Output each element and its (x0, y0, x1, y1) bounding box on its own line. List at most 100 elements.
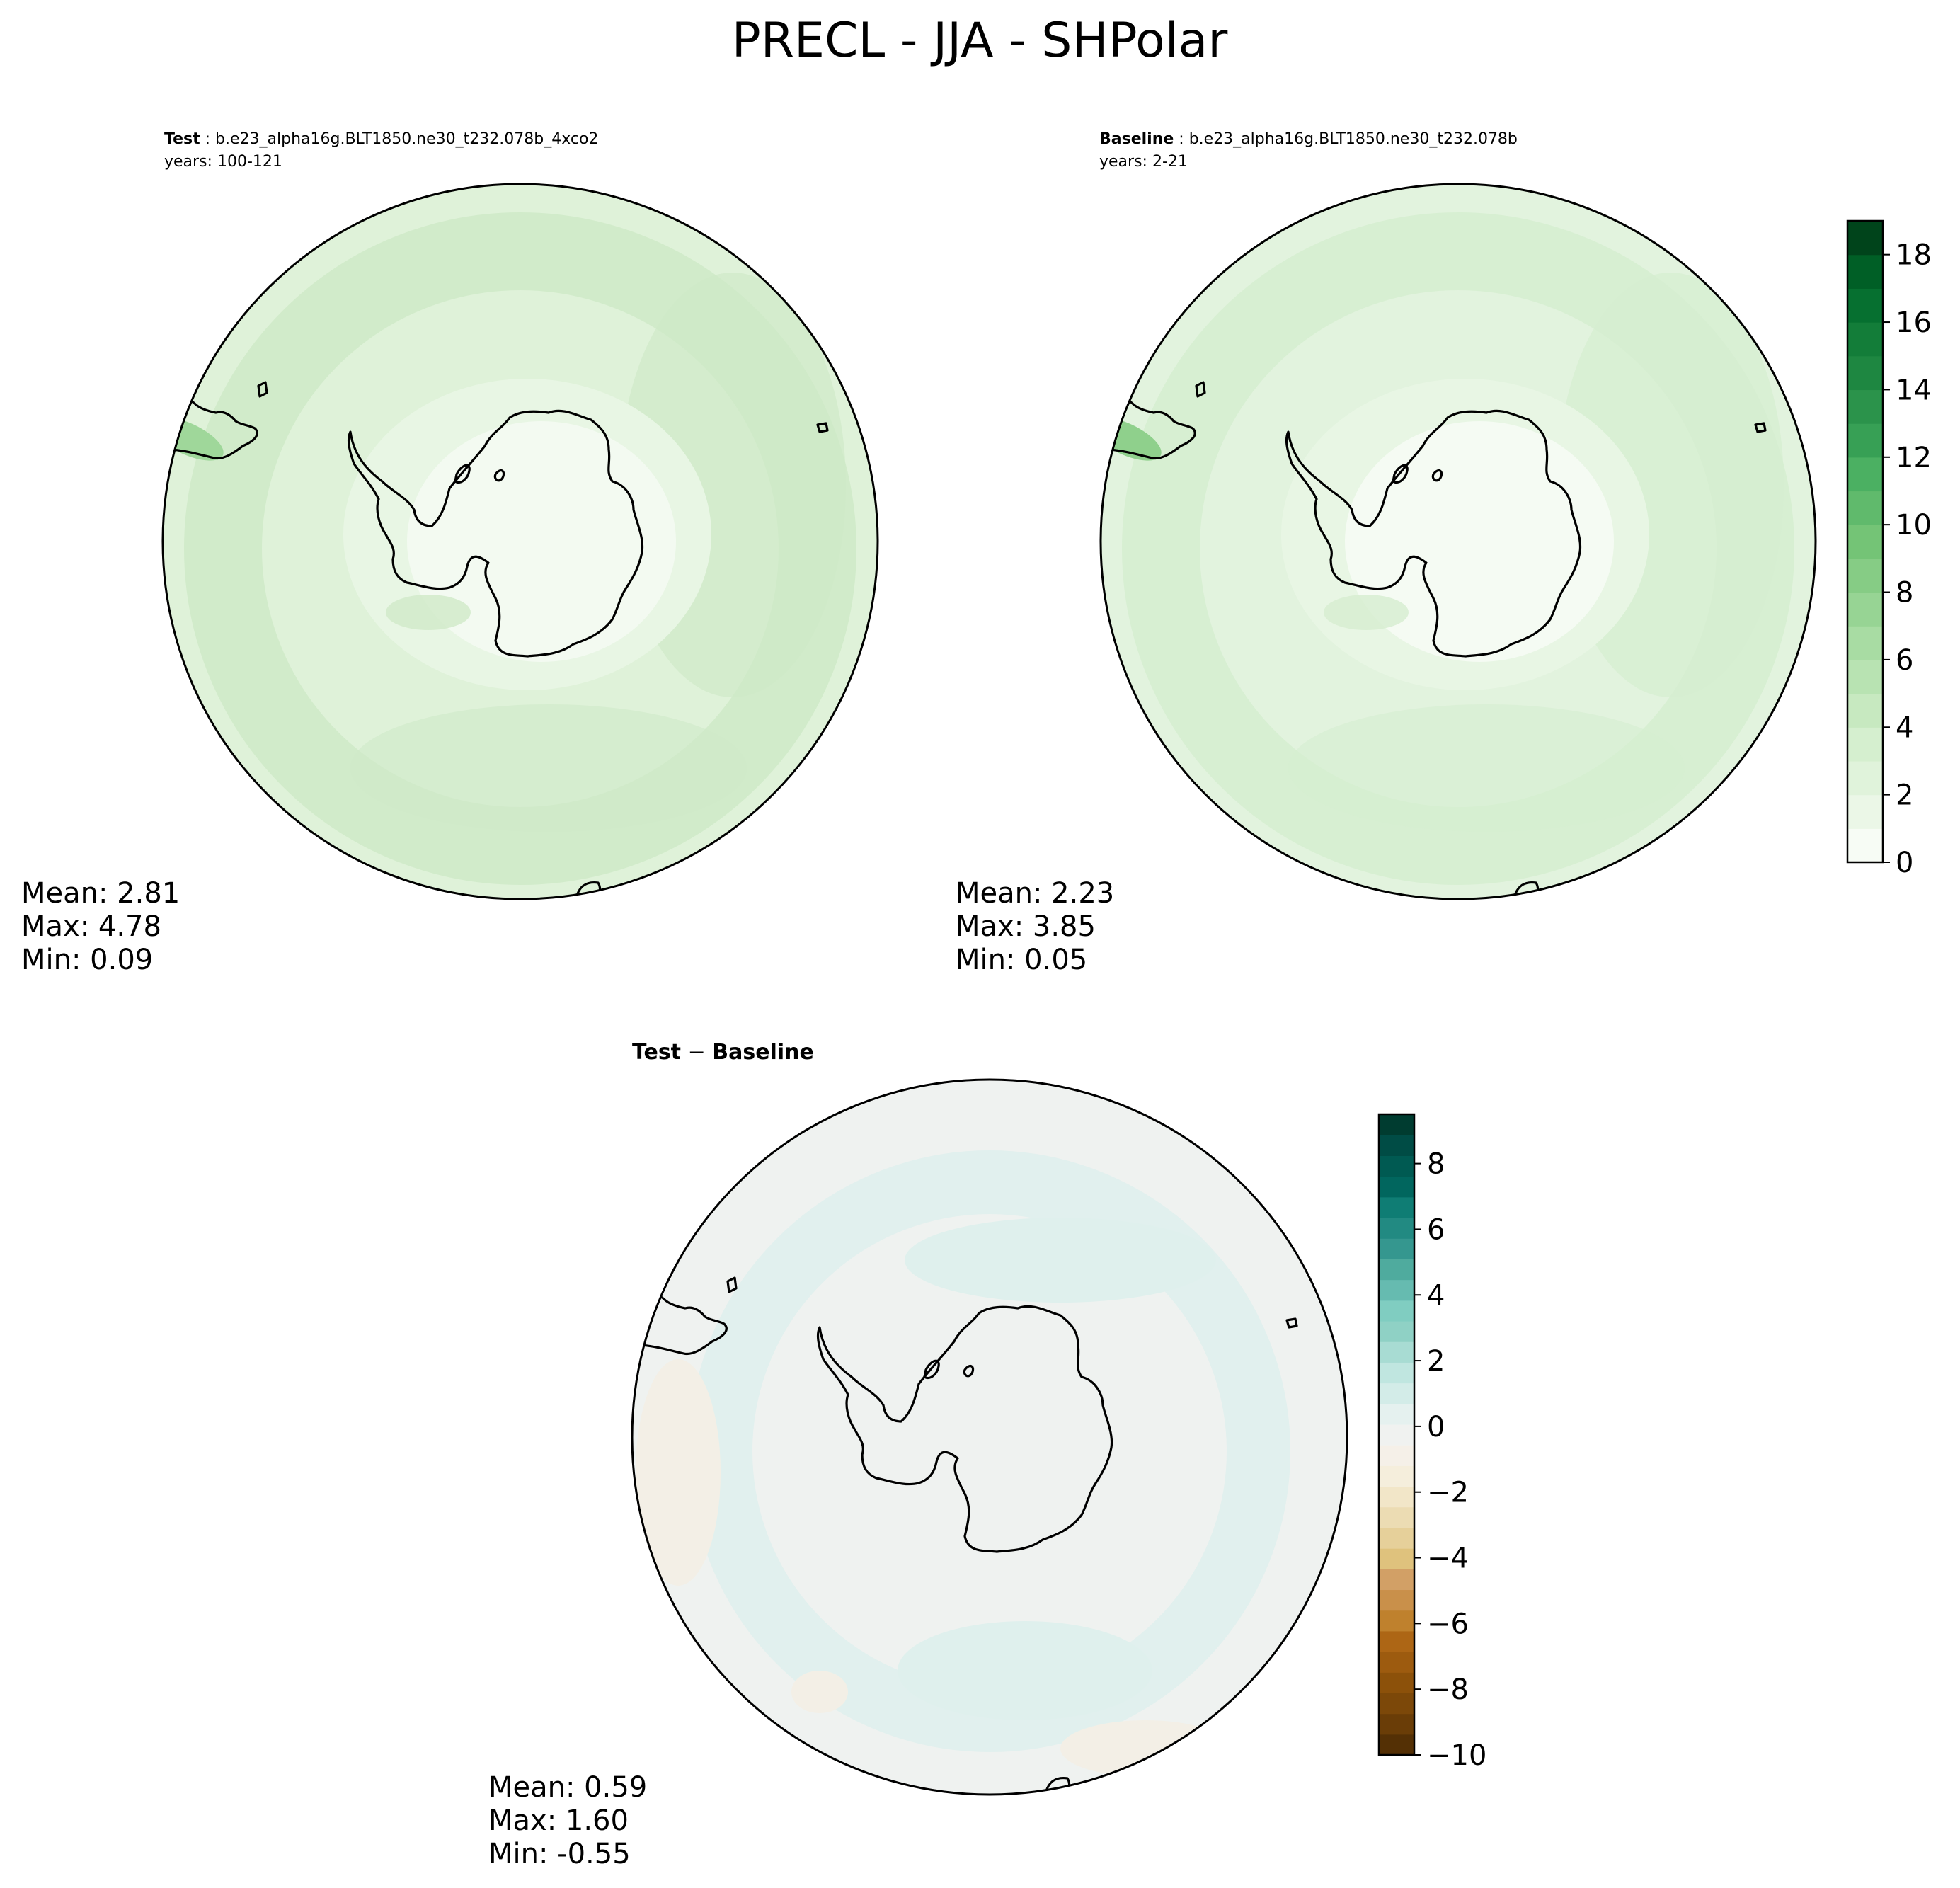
colorbar-segment (1847, 491, 1883, 525)
colorbar-segment (1379, 1734, 1414, 1756)
precip-region (1345, 421, 1614, 662)
stats-mean-2: Mean: 2.23 (956, 877, 1114, 910)
colorbar-segment (1379, 1135, 1414, 1156)
colorbar-segment (1379, 1383, 1414, 1404)
stats-max-3: Max: 1.60 (488, 1804, 629, 1837)
stats-mean-3: Mean: 0.59 (488, 1771, 647, 1804)
colorbar-segment (1379, 1362, 1414, 1384)
colorbar-segment (1847, 828, 1883, 863)
colorbar-segment (1379, 1569, 1414, 1591)
colorbar-segment (1379, 1589, 1414, 1611)
colorbar-tick-label: 2 (1427, 1345, 1445, 1378)
colorbar-segment (1379, 1259, 1414, 1281)
colorbar-segment (1847, 322, 1883, 357)
stats-mean-1: Mean: 2.81 (21, 877, 180, 910)
colorbar-tick-label: 8 (1427, 1148, 1445, 1181)
colorbar-diff: −10 −8 −6 −4 −2 0 2 4 6 8 (1377, 1113, 1486, 1772)
map-field (632, 1080, 1347, 1795)
colorbar-segment (1847, 355, 1883, 391)
colorbar-segment (1847, 693, 1883, 728)
test-case-label: Test : b.e23_alpha16g.BLT1850.ne30_t232.… (164, 130, 598, 148)
colorbar-tick-label: −6 (1427, 1608, 1469, 1640)
figure-title: PRECL - JJA - SHPolar (732, 13, 1228, 69)
colorbar-segment (1847, 221, 1883, 256)
kerguelen-coastline (1285, 1317, 1298, 1329)
colorbar-segment (1847, 457, 1883, 492)
colorbar-frame (1377, 1113, 1416, 1756)
colorbar-segment (1847, 389, 1883, 424)
colorbar-segment (1847, 626, 1883, 660)
precip-region (407, 421, 676, 662)
south-america-coastline (635, 1291, 728, 1356)
colorbar-tick-label: 2 (1896, 779, 1913, 812)
colorbar-segment (1847, 592, 1883, 627)
diff-negative (791, 1671, 848, 1713)
falklands-coastline (1195, 381, 1206, 398)
test-years-label: years: 100-121 (164, 153, 282, 171)
map-panel-3 (631, 1078, 1348, 1796)
colorbar-segment (1379, 1238, 1414, 1259)
precip-region (386, 595, 471, 630)
precip-region (350, 704, 747, 832)
colorbar-tick-label: 6 (1896, 644, 1913, 677)
colorbar-segment (1379, 1424, 1414, 1446)
south-america-coastline (166, 395, 258, 460)
colorbar-segment (1379, 1445, 1414, 1466)
colorbar-segment (1847, 423, 1883, 458)
colorbar-tick-label: −8 (1427, 1674, 1469, 1706)
colorbar-tick-label: 8 (1896, 577, 1913, 610)
colorbar-tick-label: 4 (1896, 711, 1913, 744)
colorbar-tick-label: 4 (1427, 1279, 1445, 1312)
colorbar-segment (1379, 1486, 1414, 1508)
colorbar-segment (1379, 1672, 1414, 1694)
colorbar-segment (1379, 1300, 1414, 1322)
colorbar-tick-label: 18 (1896, 239, 1932, 272)
colorbar-segment (1379, 1652, 1414, 1673)
colorbar-tick-label: 10 (1896, 509, 1932, 542)
colorbar-segment (1379, 1630, 1414, 1652)
diff-positive (898, 1621, 1152, 1720)
map-panel-2 (1099, 183, 1817, 900)
colorbar-segment (1847, 254, 1883, 289)
colorbar-segment (1379, 1403, 1414, 1425)
colorbar-segment (1847, 525, 1883, 559)
colorbar-segment (1847, 794, 1883, 829)
colorbar-segment (1847, 558, 1883, 593)
colorbar-segment (1379, 1320, 1414, 1342)
diff-positive (905, 1218, 1216, 1303)
precip-region (1324, 595, 1409, 630)
diff-negative (636, 1359, 721, 1586)
colorbar-tick-label: −10 (1427, 1739, 1486, 1772)
map-boundary (161, 183, 879, 900)
colorbar-segment (1847, 288, 1883, 323)
colorbar-segment (1379, 1693, 1414, 1715)
map-panel-1 (161, 183, 879, 900)
diff-negative (1060, 1720, 1230, 1777)
colorbar-segment (1379, 1610, 1414, 1632)
colorbar-segment (1847, 760, 1883, 796)
colorbar-segment (1847, 727, 1883, 762)
colorbar-segment (1379, 1114, 1414, 1135)
colorbar-tick-label: 6 (1427, 1213, 1445, 1246)
map-field (1101, 184, 1816, 899)
kerguelen-coastline (1754, 422, 1767, 433)
stats-min-2: Min: 0.05 (956, 944, 1087, 976)
colorbar-segment (1379, 1713, 1414, 1735)
map-boundary (1099, 183, 1817, 900)
colorbar-tick-label: 0 (1896, 847, 1913, 879)
diff-positive-band (689, 1150, 1290, 1752)
map-boundary (631, 1078, 1348, 1796)
baseline-years-label: years: 2-21 (1099, 153, 1188, 171)
colorbar-tick-label: −4 (1427, 1543, 1469, 1575)
colorbar-segment (1379, 1217, 1414, 1239)
stats-max-2: Max: 3.85 (956, 910, 1096, 943)
colorbar-tick-label: 14 (1896, 374, 1932, 406)
colorbar-segment (1379, 1176, 1414, 1198)
colorbar-segment (1379, 1506, 1414, 1528)
baseline-case-label: Baseline : b.e23_alpha16g.BLT1850.ne30_t… (1099, 130, 1518, 148)
colorbar-tick-label: 16 (1896, 307, 1932, 339)
colorbar-tick-label: 12 (1896, 442, 1932, 474)
falklands-coastline (257, 381, 268, 398)
colorbar-segment (1379, 1527, 1414, 1549)
